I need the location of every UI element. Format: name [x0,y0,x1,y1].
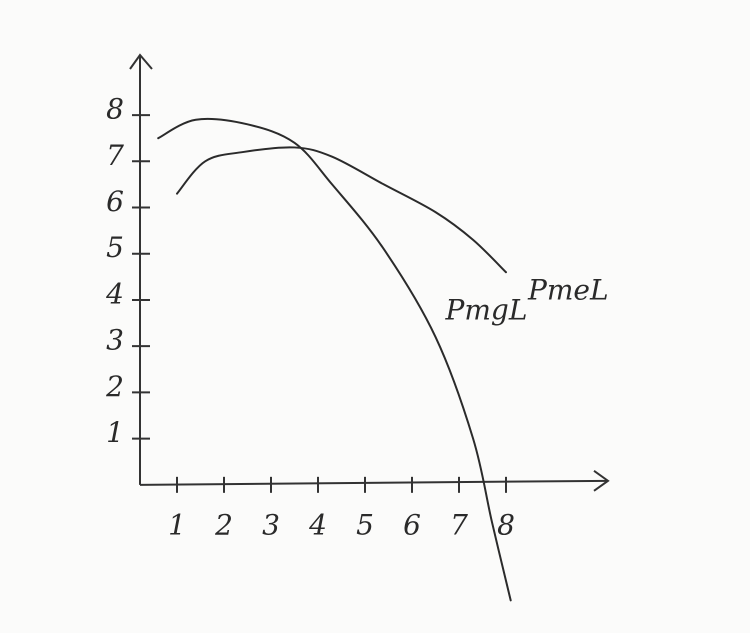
x-tick-label: 5 [356,508,374,541]
x-tick-label: 6 [403,508,421,541]
x-tick-label: 3 [262,508,280,541]
x-tick-label: 7 [450,508,468,541]
curve [157,117,512,602]
x-tick-label: 8 [497,508,515,541]
curve-label: PmgL [445,293,528,326]
y-tick-label: 2 [105,370,124,403]
x-axis [139,479,609,486]
y-tick-label: 1 [106,416,124,449]
y-tick-label: 4 [105,277,124,310]
x-tick-label: 1 [168,508,186,541]
x-axis-arrow [593,470,610,492]
curve [176,146,507,274]
y-tick-label: 7 [106,139,124,172]
x-tick-label: 2 [214,508,233,541]
y-tick-label: 6 [106,185,124,218]
y-axis-arrow [129,53,153,70]
curve-label: PmeL [527,274,609,307]
y-tick-label: 8 [106,93,124,126]
y-tick-label: 3 [106,324,124,357]
x-tick-label: 4 [308,508,327,541]
y-tick-label: 5 [106,231,124,264]
